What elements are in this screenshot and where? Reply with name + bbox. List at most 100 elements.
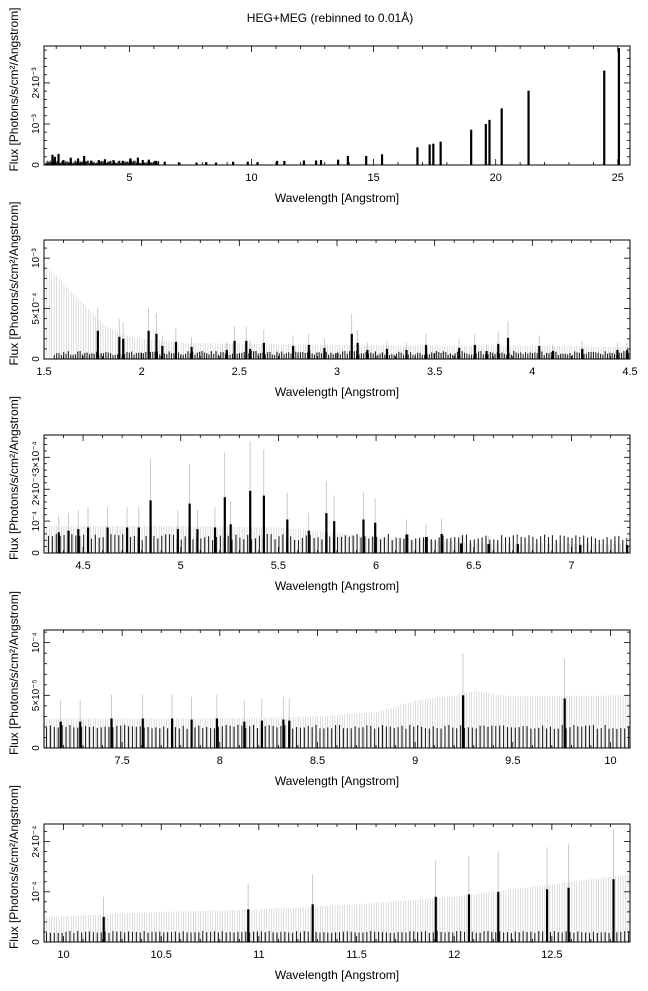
spectrum-bin — [417, 725, 419, 748]
spectrum-bin — [77, 727, 79, 748]
emission-line-bar — [147, 330, 150, 359]
spectrum-bin — [506, 932, 509, 942]
x-tick-label: 10.5 — [150, 949, 171, 961]
spectrum-bin — [456, 351, 459, 359]
spectrum-bin — [217, 932, 219, 942]
spectrum-bin — [112, 354, 114, 359]
spectrum-bin — [372, 536, 374, 553]
spectrum-bin — [600, 932, 602, 942]
spectrum-bin — [588, 725, 591, 748]
spectrum-bin — [72, 163, 74, 165]
spectrum-bin — [419, 352, 421, 359]
spectrum-bin — [526, 931, 528, 942]
y-tick-label: 10⁻⁴ — [31, 632, 42, 653]
spectrum-bin — [515, 352, 517, 359]
spectrum-bin — [152, 351, 154, 359]
spectrum-bin — [69, 725, 71, 748]
emission-line-bar — [516, 544, 519, 553]
emission-line-bar — [147, 159, 150, 165]
spectrum-bin — [550, 352, 552, 359]
spectrum-bin — [530, 728, 532, 748]
spectrum-bin — [555, 539, 557, 553]
spectrum-bin — [64, 161, 67, 165]
emission-line-bar — [362, 519, 365, 553]
spectrum-bin — [302, 351, 304, 359]
spectrum-bin — [127, 726, 130, 748]
spectrum-bin — [393, 932, 395, 942]
spectrum-bin — [112, 727, 114, 748]
spectrum-bin — [412, 354, 414, 359]
emission-line-bar — [405, 534, 408, 553]
spectrum-bin — [534, 352, 536, 359]
spectrum-bin — [370, 352, 372, 359]
x-tick-label: 4.5 — [75, 560, 90, 572]
spectrum-bin — [624, 728, 626, 748]
spectrum-bin — [487, 931, 489, 942]
spectrum-bin — [70, 354, 72, 359]
spectrum-bin — [248, 353, 250, 359]
x-axis-label: Wavelength [Angstrom] — [275, 385, 399, 399]
plot-frame — [43, 45, 631, 166]
spectrum-bin — [61, 725, 63, 748]
spectrum-bin — [313, 354, 316, 359]
spectrum-bin — [108, 932, 110, 942]
spectrum-bin — [93, 353, 95, 359]
spectrum-bin — [320, 353, 323, 359]
emission-line-bar — [612, 879, 615, 942]
spectrum-bin — [379, 539, 382, 553]
spectrum-bin — [182, 354, 184, 359]
spectrum-bin — [579, 536, 581, 553]
spectrum-bin — [447, 354, 449, 359]
spectrum-bin — [628, 352, 630, 359]
spectrum-bin — [442, 351, 444, 359]
spectrum-bin — [562, 353, 564, 359]
spectrum-bin — [501, 535, 503, 553]
spectrum-bin — [541, 351, 543, 359]
spectrum-bin — [499, 725, 501, 748]
emission-line-bar — [57, 153, 60, 165]
spectrum-bin — [272, 932, 274, 942]
spectrum-bin — [269, 351, 271, 359]
spectrum-bin — [592, 351, 594, 359]
spectrum-bin — [133, 160, 135, 165]
spectrum-bin — [217, 354, 219, 359]
y-tick-label: 10⁻³ — [31, 113, 42, 133]
spectrum-bin — [616, 728, 618, 748]
spectrum-bin — [379, 353, 381, 359]
spectrum-bin — [155, 727, 157, 748]
x-tick-label: 2 — [139, 366, 145, 378]
spectrum-bin — [543, 354, 545, 359]
spectrum-bin — [445, 352, 447, 359]
spectrum-bin — [342, 728, 344, 748]
spectrum-bin — [124, 724, 126, 748]
spectrum-bin — [604, 932, 606, 942]
spectrum-bin — [278, 353, 280, 359]
x-tick-label: 8 — [217, 755, 223, 767]
spectrum-bin — [549, 726, 552, 748]
spectrum-bin — [221, 726, 223, 748]
spectrum-bin — [409, 931, 411, 942]
spectrum-bin — [489, 351, 491, 359]
spectrum-bin — [102, 353, 105, 359]
spectrum-bin — [398, 351, 400, 359]
spectrum-bin — [146, 161, 148, 165]
spectrum-bin — [385, 932, 387, 942]
spectrum-bin — [251, 539, 253, 553]
spectrum-bin — [385, 726, 387, 748]
spectrum-bin — [346, 728, 348, 748]
spectrum-bin — [606, 353, 609, 359]
spectrum-bin — [319, 932, 321, 942]
emission-line-bar — [473, 344, 476, 359]
emission-line-bar — [484, 123, 487, 165]
spectrum-bin — [596, 728, 598, 748]
spectrum-bin — [264, 726, 266, 748]
spectrum-bin — [468, 354, 470, 359]
spectrum-bin — [73, 727, 75, 748]
x-tick-label: 4.5 — [622, 366, 637, 378]
spectrum-bin — [354, 932, 356, 942]
spectrum-bin — [434, 539, 436, 553]
x-tick-label: 11.5 — [346, 949, 367, 961]
spectrum-bin — [78, 163, 81, 165]
emission-line-bar — [325, 513, 328, 553]
emission-line-bar — [155, 160, 158, 165]
